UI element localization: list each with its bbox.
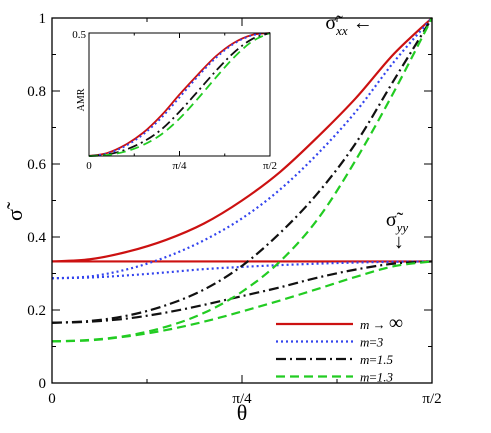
inset-axes: 0 π/4 π/2 0.5 AMR [72,29,277,172]
main-series-layer [51,17,433,343]
legend-label-3: m=1.3 [360,370,393,385]
inset-x-tick-label-1: π/4 [172,160,187,172]
inset-series-line-3 [88,32,271,157]
main-y-tick-label-1: 0.2 [27,303,46,319]
main-series-line-0 [51,17,433,263]
inset-series-line-1 [88,32,271,157]
main-x-tick-label-1: π/4 [232,391,252,407]
legend: m → ∞m=3 m=1.5 m=1.3 [276,312,403,385]
inset-x-tick-label-2: π/2 [263,160,277,172]
main-x-tick-label-0: 0 [48,391,56,407]
inset-chart: 0 π/4 π/2 0.5 AMR [72,29,277,172]
inset-x-tick-label-0: 0 [86,160,92,172]
main-y-tick-label-5: 1 [39,11,47,27]
inset-series-layer [88,32,271,157]
main-x-tick-label-2: π/2 [422,391,441,407]
inset-y-tick-label-0: 0.5 [72,29,86,41]
annotation-yy-arrow: ↓ [394,231,404,253]
inset-series-line-0 [88,32,271,157]
x-axis-title: θ [237,400,248,425]
inset-y-axis-title: AMR [76,88,87,111]
main-y-tick-label-0: 0 [39,376,47,392]
main-y-tick-label-2: 0.4 [27,230,46,246]
main-series-line-4 [51,17,433,324]
main-series-line-5 [51,260,433,324]
legend-label-2: m=1.5 [360,352,393,367]
legend-label-0: m → ∞ [360,312,403,334]
legend-label-1: m=3 [360,335,384,350]
main-series-line-2 [51,17,433,280]
inset-series-line-2 [88,32,271,157]
main-y-tick-label-4: 0.8 [27,84,46,100]
main-series-line-7 [51,260,433,343]
main-y-tick-label-3: 0.6 [27,157,46,173]
